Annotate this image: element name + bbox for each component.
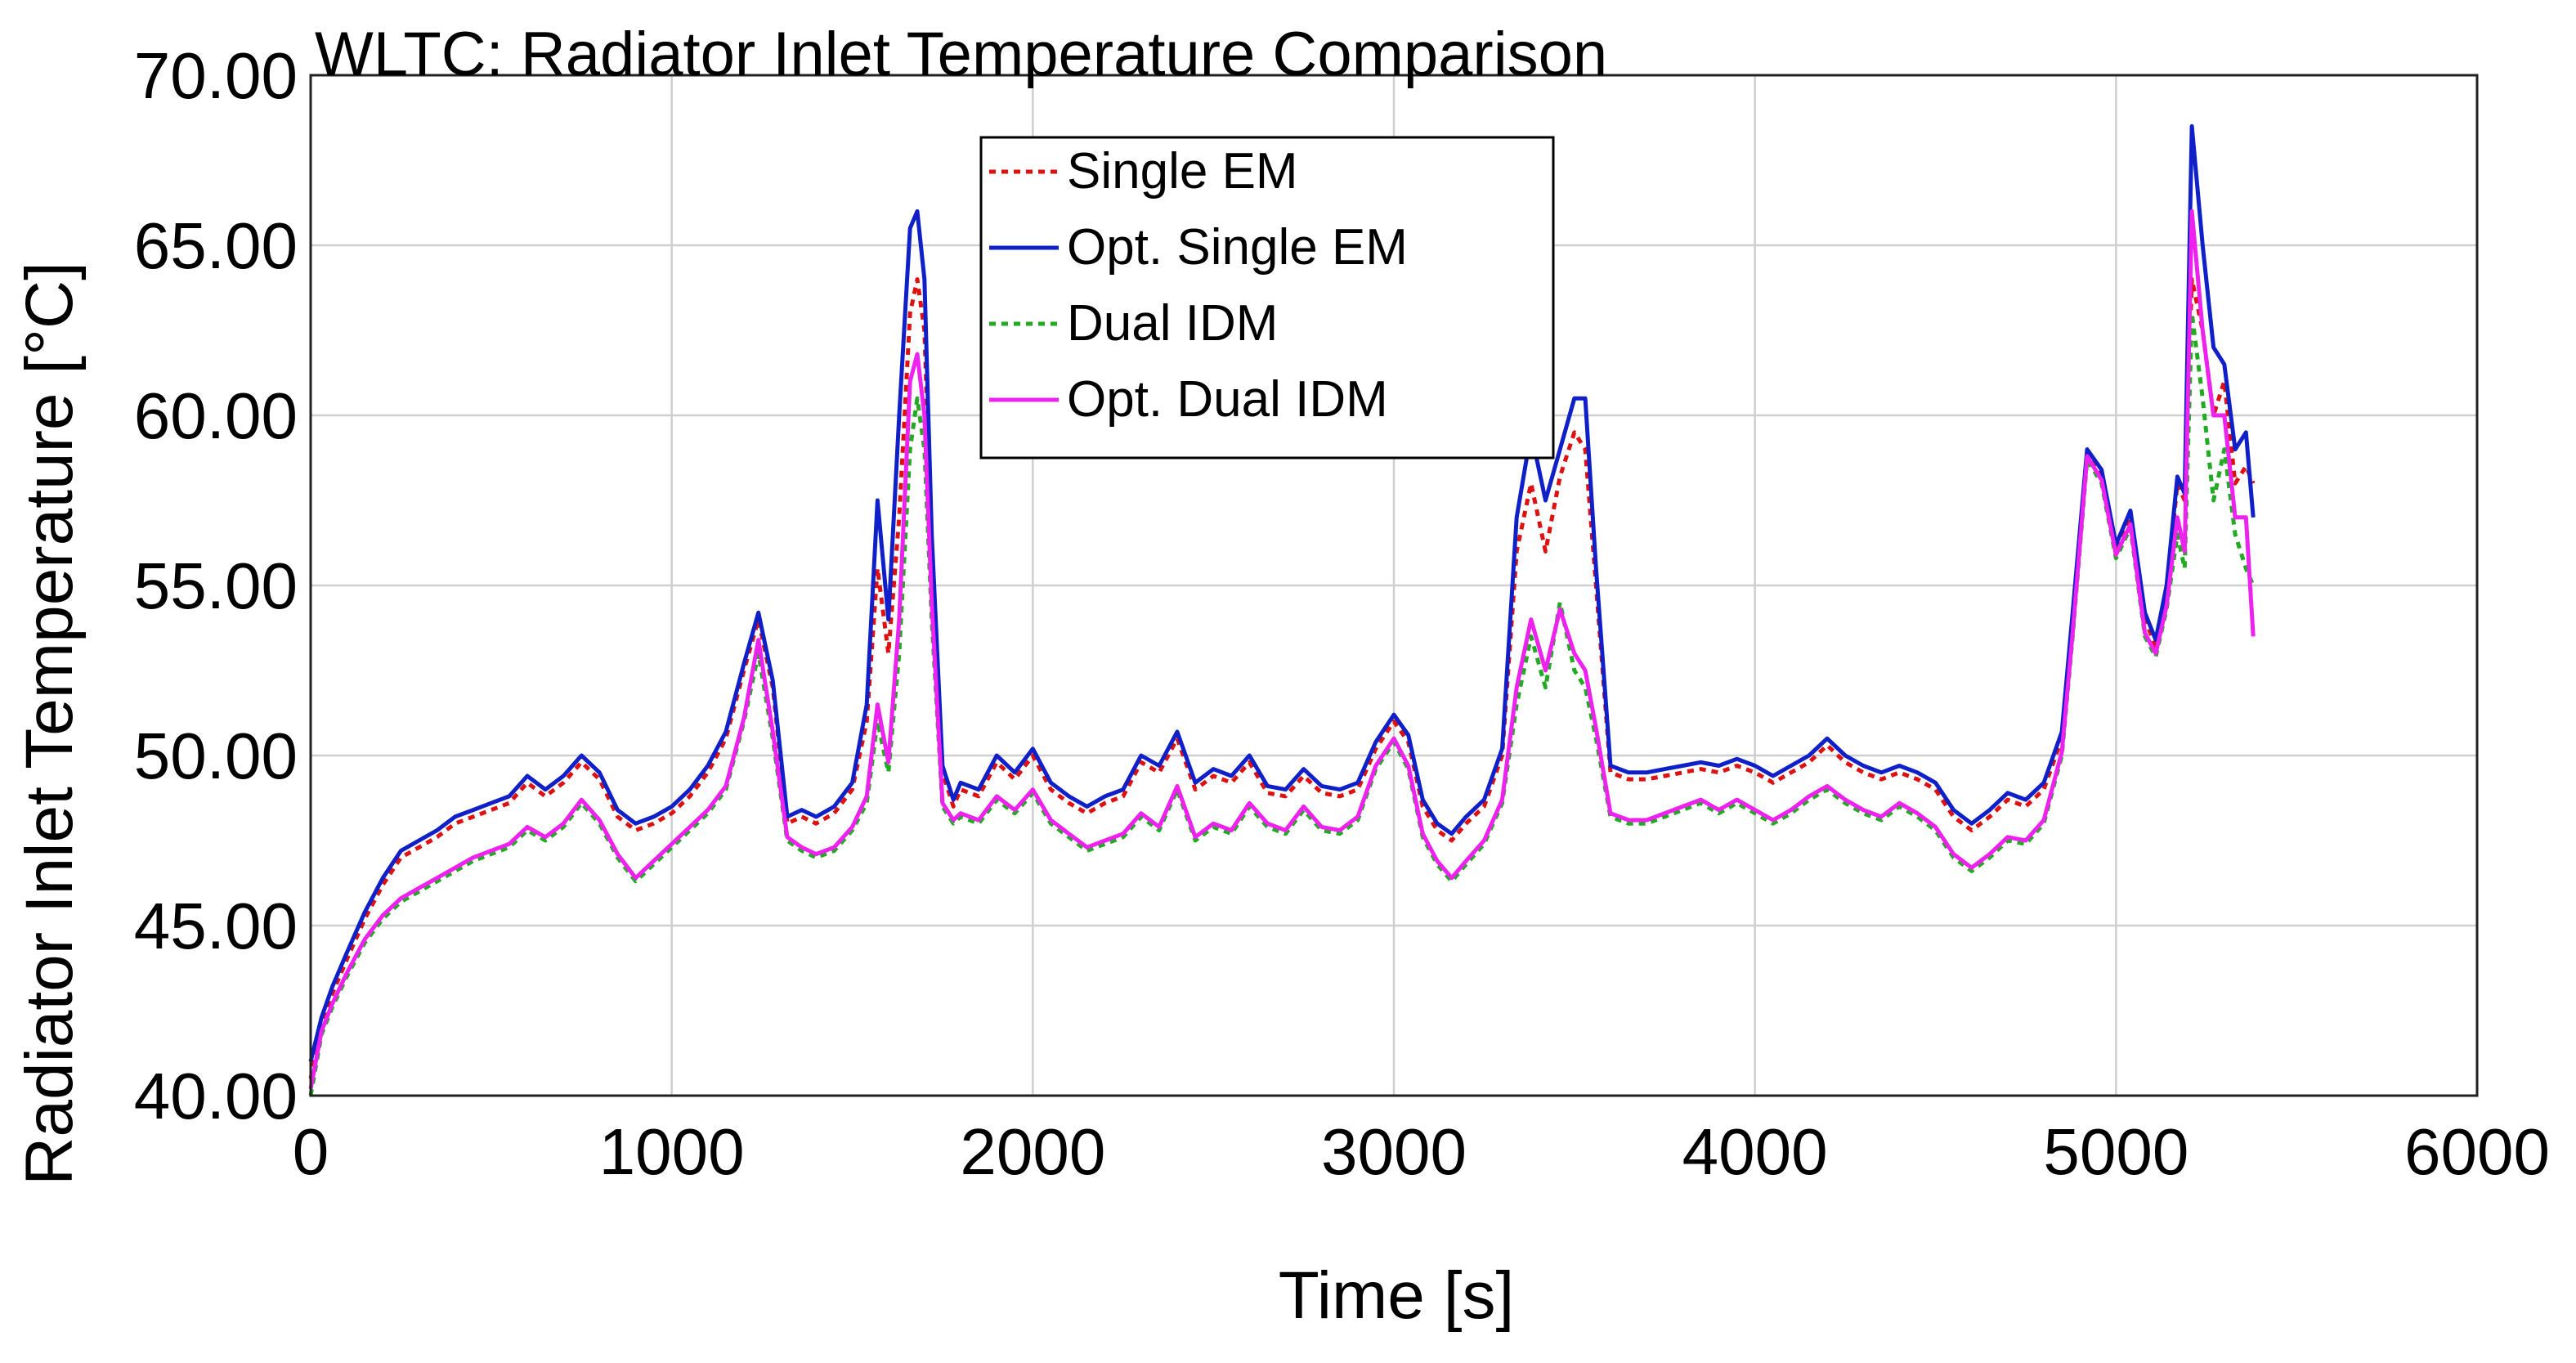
legend-box xyxy=(979,136,1555,460)
y-tick-label: 45.00 xyxy=(134,890,298,962)
series-layer xyxy=(308,123,2256,1096)
legend-label: Opt. Dual IDM xyxy=(1067,371,1388,428)
x-tick-label: 0 xyxy=(293,1115,329,1188)
x-tick-label: 6000 xyxy=(2404,1115,2550,1188)
chart-title: WLTC: Radiator Inlet Temperature Compari… xyxy=(315,20,1607,89)
y-tick-label: 55.00 xyxy=(134,549,298,622)
legend-items: Single EM Opt. Single EM Dual IDM Opt. Dual… xyxy=(989,143,1408,428)
plot-area-frame xyxy=(309,74,2479,1097)
x-axis-label: Time [s] xyxy=(1279,1258,1515,1333)
x-tick-label: 5000 xyxy=(2043,1115,2188,1188)
x-tick-label: 4000 xyxy=(1682,1115,1828,1188)
legend: Single EM Opt. Single EM Dual IDM Opt. Dual… xyxy=(979,136,1555,460)
y-tick-label: 65.00 xyxy=(134,209,298,282)
legend-label: Dual IDM xyxy=(1067,295,1278,352)
legend-label: Opt. Single EM xyxy=(1067,219,1408,276)
y-tick-label: 40.00 xyxy=(134,1060,298,1132)
legend-label: Single EM xyxy=(1067,143,1298,200)
x-tick-label: 1000 xyxy=(599,1115,745,1188)
series-line-single-em xyxy=(308,277,2256,1079)
series-line-opt-single-em xyxy=(308,123,2256,1062)
x-tick-label: 3000 xyxy=(1321,1115,1467,1188)
x-tick-label: 2000 xyxy=(960,1115,1105,1188)
y-tick-label: 70.00 xyxy=(134,39,298,112)
series-line-opt-dual-idm xyxy=(308,208,2256,1090)
y-axis-label: Radiator Inlet Temperature [°C] xyxy=(12,262,87,1186)
x-axis-ticks: 0 1000 2000 3000 4000 5000 6000 xyxy=(293,1115,2550,1188)
y-tick-label: 50.00 xyxy=(134,720,298,792)
y-tick-label: 60.00 xyxy=(134,379,298,452)
y-axis-ticks: 40.00 45.00 50.00 55.00 60.00 65.00 70.00 xyxy=(134,39,298,1132)
